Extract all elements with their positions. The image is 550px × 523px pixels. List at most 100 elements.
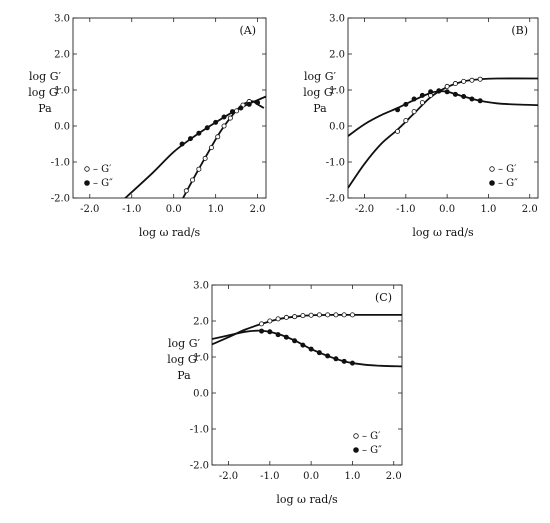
panel-c-point-g-double-prime [275, 332, 281, 338]
panel-c-point-g-double-prime [349, 360, 355, 366]
panel-a-point-g-double-prime [204, 125, 210, 131]
panel-c-x-tick-label: 1.0 [344, 471, 360, 482]
panel-c-label: (C) [375, 291, 392, 304]
panel-c-legend: – G′ – G″ [353, 431, 382, 456]
panel-c-y-tick-label: 1.0 [193, 353, 209, 364]
panel-b-point-g-prime [403, 118, 409, 124]
panel-c: -2.0 -1.0 0.0 1.0 2.0 3.0 2.0 1.0 0.0 -1.0 -2.0 (… [167, 281, 403, 506]
panel-a-point-g-prime [202, 155, 208, 161]
panel-b-x-tick-label: 2.0 [522, 204, 538, 215]
panel-a-x-ticks: -2.0 -1.0 0.0 1.0 2.0 [80, 18, 266, 215]
panel-a-point-g-double-prime [221, 114, 227, 120]
panel-c-point-g-prime [283, 314, 289, 320]
panel-b-legend-open-marker [489, 166, 495, 172]
panel-a-point-g-double-prime [255, 100, 261, 106]
panel-c-point-g-prime [275, 316, 281, 322]
panel-b-y-axis-label-line1: log G′ [304, 70, 336, 83]
panel-c-point-g-prime [308, 312, 314, 318]
panel-c-curves [212, 313, 402, 368]
panel-c-point-g-prime [259, 321, 265, 327]
panel-c-point-g-double-prime [333, 356, 339, 362]
panel-c-point-g-prime [325, 312, 331, 318]
panel-b-point-g-prime [419, 100, 425, 106]
panel-c-point-g-double-prime [316, 350, 322, 356]
panel-a-point-g-double-prime [229, 109, 235, 115]
panel-a-y-tick-label: -1.0 [51, 158, 70, 169]
panel-b-point-g-double-prime [419, 92, 425, 98]
panel-b-point-g-prime [477, 76, 483, 82]
panel-c-y-ticks: 3.0 2.0 1.0 0.0 -1.0 -2.0 [190, 281, 402, 472]
panel-b-point-g-double-prime [477, 98, 483, 104]
panel-a-x-tick-label: 1.0 [208, 204, 224, 215]
panel-b-point-g-prime [395, 128, 401, 134]
panel-a-y-tick-label: -2.0 [51, 194, 70, 205]
panel-b-point-g-double-prime [436, 88, 442, 94]
panel-c-point-g-double-prime [325, 353, 331, 359]
panel-c-x-tick-label: -1.0 [260, 471, 279, 482]
panel-c-x-ticks: -2.0 -1.0 0.0 1.0 2.0 [219, 285, 402, 482]
panel-b-point-g-prime [469, 77, 475, 83]
panel-b-legend-g-double-prime: – G″ [498, 178, 518, 189]
panel-b-point-g-double-prime [403, 101, 409, 107]
panel-b-point-g-prime [411, 109, 417, 115]
panel-c-y-tick-label: -1.0 [190, 425, 209, 436]
panel-c-x-tick-label: 0.0 [303, 471, 319, 482]
panel-a-curves [123, 95, 266, 198]
panel-a-point-g-double-prime [196, 130, 202, 136]
panel-c-point-g-double-prime [341, 358, 347, 364]
panel-c-point-g-prime [349, 312, 355, 318]
panel-b-point-g-double-prime [469, 96, 475, 102]
panel-a-point-g-prime [190, 177, 196, 183]
panel-a-y-tick-label: 2.0 [54, 50, 70, 61]
panel-c-points [259, 312, 355, 366]
panel-a-x-tick-label: 0.0 [166, 204, 182, 215]
panel-b-x-tick-label: -1.0 [396, 204, 415, 215]
panel-b-legend-filled-marker [489, 180, 495, 186]
panel-a-point-g-prime [227, 115, 233, 121]
panel-c-point-g-prime [267, 318, 273, 324]
panel-c-y-axis-label-line3: Pa [177, 369, 191, 382]
panel-b-plot-frame [347, 17, 539, 199]
panel-a-point-g-double-prime [246, 101, 252, 107]
panel-a-y-tick-label: 3.0 [54, 14, 70, 25]
panel-a-y-axis-label-line2: log G″ [28, 86, 62, 99]
panel-b-point-g-prime [461, 78, 467, 84]
panel-a: -2.0 -1.0 0.0 1.0 2.0 3.0 2.0 1.0 0.0 -1.0 -2.0 (… [28, 14, 267, 239]
panel-c-legend-open-marker [353, 433, 359, 439]
panel-a-point-g-double-prime [213, 119, 219, 125]
panel-a-legend-g-prime: – G′ [93, 164, 112, 175]
panel-a-point-g-double-prime [238, 105, 244, 111]
panel-a-point-g-double-prime [179, 141, 185, 147]
panel-b-y-tick-label: 1.0 [329, 86, 345, 97]
panel-c-legend-g-prime: – G′ [362, 431, 381, 442]
panel-b-curve-g-double-prime [348, 90, 538, 137]
panel-a-point-g-prime [183, 188, 189, 194]
panel-a-point-g-prime [215, 134, 221, 140]
panel-b-x-ticks: -2.0 -1.0 0.0 1.0 2.0 [355, 18, 538, 215]
panel-b-y-tick-label: 0.0 [329, 122, 345, 133]
panel-c-point-g-prime [316, 312, 322, 318]
panel-b-y-axis-label-line3: Pa [313, 102, 327, 115]
panel-b-point-g-double-prime [444, 89, 450, 95]
panel-a-x-tick-label: -1.0 [122, 204, 141, 215]
panel-c-curve-g-prime [212, 313, 402, 346]
panel-c-x-tick-label: 2.0 [386, 471, 402, 482]
panel-a-y-tick-label: 0.0 [54, 122, 70, 133]
panel-a-point-g-prime [196, 166, 202, 172]
panel-c-y-tick-label: -2.0 [190, 461, 209, 472]
panel-a-point-g-prime [234, 108, 240, 114]
panel-b-y-tick-label: -1.0 [326, 158, 345, 169]
panel-b-y-tick-label: 3.0 [329, 14, 345, 25]
panel-b-points [395, 76, 483, 134]
panel-a-legend-open-marker [84, 166, 90, 172]
panel-a-y-axis-label-line3: Pa [38, 102, 52, 115]
panel-a-y-ticks: 3.0 2.0 1.0 0.0 -1.0 -2.0 [51, 14, 266, 205]
panel-c-point-g-prime [300, 313, 306, 319]
panel-a-x-tick-label: 2.0 [250, 204, 266, 215]
panel-a-plot-frame [72, 17, 267, 199]
panel-c-curve-g-double-prime [212, 329, 402, 368]
panel-b-y-tick-label: -2.0 [326, 194, 345, 205]
panel-a-point-g-prime [208, 145, 214, 151]
panel-b-point-g-prime [452, 81, 458, 87]
panel-a-x-axis-label: log ω rad/s [139, 226, 201, 239]
